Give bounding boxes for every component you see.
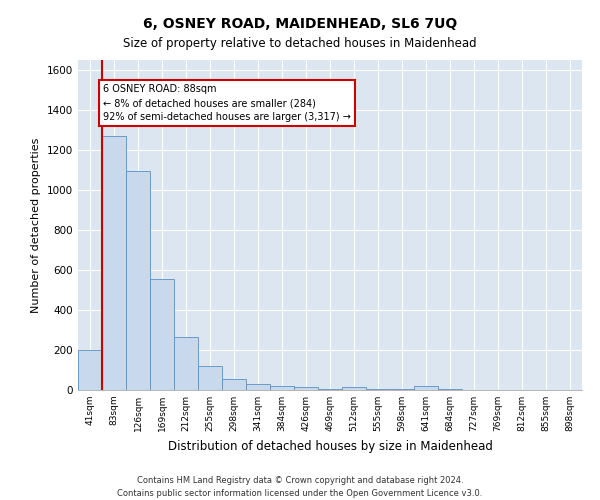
Text: Size of property relative to detached houses in Maidenhead: Size of property relative to detached ho…: [123, 38, 477, 51]
Bar: [270, 386, 294, 390]
Text: 6, OSNEY ROAD, MAIDENHEAD, SL6 7UQ: 6, OSNEY ROAD, MAIDENHEAD, SL6 7UQ: [143, 18, 457, 32]
Bar: [198, 366, 222, 390]
Bar: [102, 136, 126, 390]
Bar: [294, 387, 318, 390]
Text: 6 OSNEY ROAD: 88sqm
← 8% of detached houses are smaller (284)
92% of semi-detach: 6 OSNEY ROAD: 88sqm ← 8% of detached hou…: [103, 84, 351, 122]
Bar: [78, 350, 102, 390]
X-axis label: Distribution of detached houses by size in Maidenhead: Distribution of detached houses by size …: [167, 440, 493, 452]
Bar: [222, 378, 246, 390]
Bar: [342, 387, 366, 390]
Bar: [126, 171, 150, 390]
Text: Contains HM Land Registry data © Crown copyright and database right 2024.
Contai: Contains HM Land Registry data © Crown c…: [118, 476, 482, 498]
Bar: [246, 384, 270, 390]
Y-axis label: Number of detached properties: Number of detached properties: [31, 138, 41, 312]
Bar: [150, 279, 174, 390]
Bar: [414, 386, 438, 390]
Bar: [174, 337, 198, 390]
